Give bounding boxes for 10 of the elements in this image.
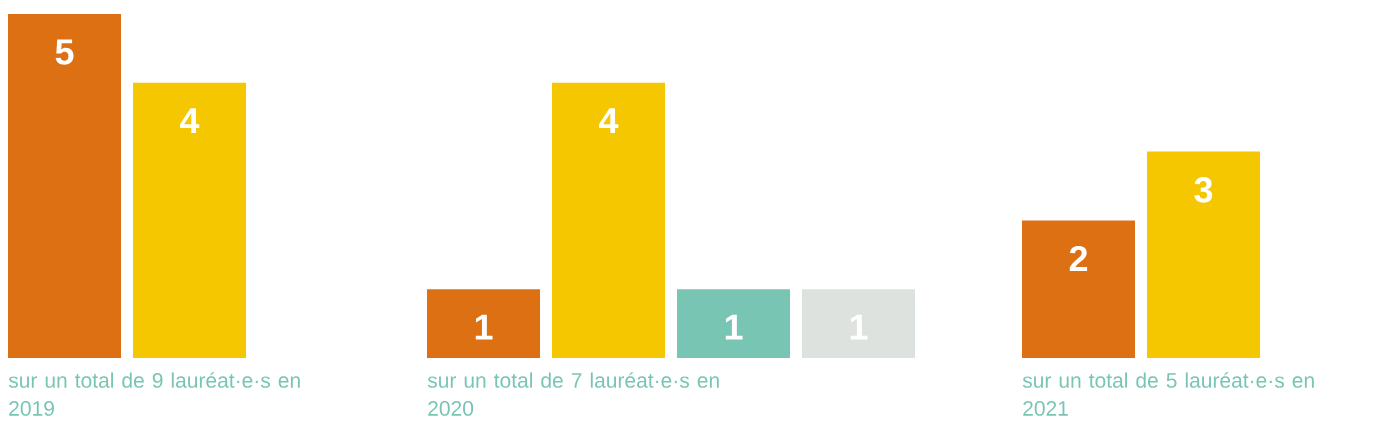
data-label: 5 bbox=[55, 39, 74, 65]
x-axis-title: sur un total de 9 lauréat·e·s en 2019 bbox=[8, 372, 300, 416]
data-label: 2 bbox=[1069, 245, 1088, 272]
data-label: 4 bbox=[180, 108, 200, 134]
data-label: 1 bbox=[475, 314, 493, 340]
data-label: 3 bbox=[1194, 177, 1213, 203]
data-label: 4 bbox=[599, 108, 619, 134]
x-axis-title: sur un total de 5 lauréat·e·s en 2021 bbox=[1022, 372, 1314, 416]
data-label: 1 bbox=[725, 314, 743, 340]
x-axis-title: sur un total de 7 lauréat·e·s en 2020 bbox=[427, 372, 719, 416]
